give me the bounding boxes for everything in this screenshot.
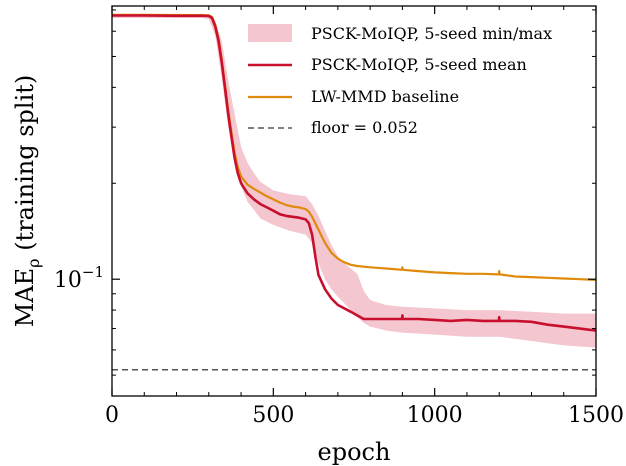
x-tick-label: 1500 <box>568 403 624 428</box>
x-tick-label: 1000 <box>407 403 463 428</box>
legend-label-band: PSCK-MoIQP, 5-seed min/max <box>311 24 552 43</box>
x-tick-labels: 0 500 1000 1500 <box>105 403 624 428</box>
y-tick-label: 10−1 <box>54 263 104 293</box>
x-axis-label: epoch <box>318 438 391 466</box>
plot-area <box>112 13 596 371</box>
legend: PSCK-MoIQP, 5-seed min/max PSCK-MoIQP, 5… <box>248 24 552 137</box>
legend-swatch-band <box>248 24 292 42</box>
legend-label-mean: PSCK-MoIQP, 5-seed mean <box>311 55 527 74</box>
y-axis-label-main: MAE <box>11 268 39 327</box>
y-axis-label-rest: (training split) <box>11 75 39 259</box>
y-axis-label: MAEρ (training split) <box>11 75 43 328</box>
y-axis-label-sub: ρ <box>24 258 43 267</box>
x-tick-label: 500 <box>252 403 294 428</box>
x-tick-label: 0 <box>105 403 119 428</box>
legend-label-baseline: LW-MMD baseline <box>311 87 459 106</box>
y-tick-labels: 10−1 <box>54 263 104 293</box>
plot-frame <box>111 5 597 397</box>
series-line-mean <box>112 14 596 332</box>
legend-label-floor: floor = 0.052 <box>311 118 418 137</box>
series-band-minmax <box>112 13 596 348</box>
